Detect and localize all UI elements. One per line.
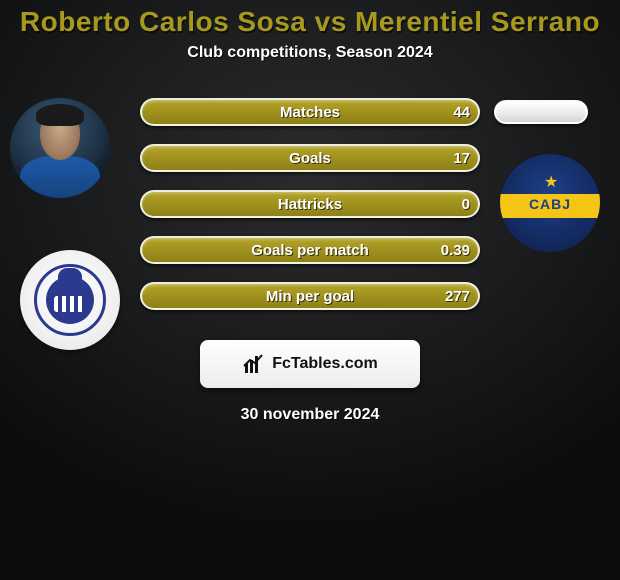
brand-label: FcTables.com [272,355,378,373]
right-player-pill [494,100,588,124]
stat-bars: Matches 44 Goals 17 Hattricks 0 Goals pe… [140,98,480,310]
comparison-area: ★ CABJ Matches 44 Goals 17 Hattricks 0 [0,98,620,310]
stat-label: Matches [140,98,480,126]
stat-row-hattricks: Hattricks 0 [140,190,480,218]
stat-label: Goals [140,144,480,172]
right-club-crest: ★ CABJ [500,154,600,254]
subtitle: Club competitions, Season 2024 [0,44,620,62]
crest-text: CABJ [500,196,600,212]
stat-value: 277 [445,282,470,310]
left-club-crest [20,250,120,350]
star-icon: ★ [544,172,558,192]
stat-label: Goals per match [140,236,480,264]
crest-stripes [54,296,86,312]
stat-value: 44 [453,98,470,126]
stat-value: 0.39 [441,236,470,264]
chart-icon [242,352,266,376]
brand-box: FcTables.com [200,340,420,388]
stat-label: Hattricks [140,190,480,218]
stat-value: 17 [453,144,470,172]
avatar-shirt [20,156,100,198]
stat-label: Min per goal [140,282,480,310]
stat-row-goals: Goals 17 [140,144,480,172]
avatar-hair [36,104,84,126]
left-player-avatar [10,98,110,198]
stat-row-matches: Matches 44 [140,98,480,126]
crest-helm [58,268,82,290]
page-title: Roberto Carlos Sosa vs Merentiel Serrano [0,0,620,38]
content-root: Roberto Carlos Sosa vs Merentiel Serrano… [0,0,620,424]
date-label: 30 november 2024 [0,406,620,424]
stat-row-gpm: Goals per match 0.39 [140,236,480,264]
stat-row-mpg: Min per goal 277 [140,282,480,310]
stat-value: 0 [462,190,470,218]
